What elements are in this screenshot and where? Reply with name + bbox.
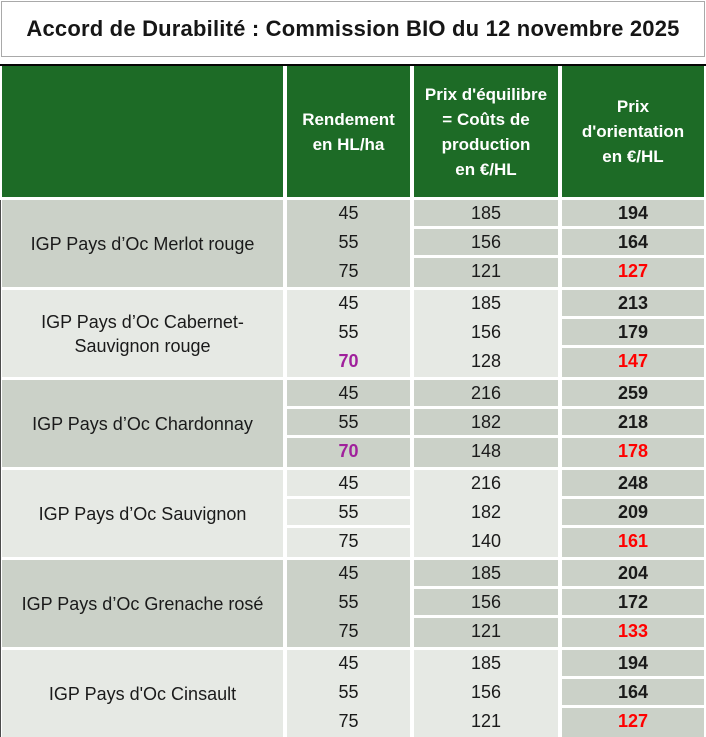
rendement-cell: 55 xyxy=(287,679,410,708)
header-rendement: Rendement en HL/ha xyxy=(287,66,410,197)
table-left-border xyxy=(0,200,1,737)
product-group: IGP Pays d’Oc Chardonnay 45 216 259 55 182 218… xyxy=(2,380,704,467)
rendement-cell: 75 xyxy=(287,708,410,737)
prix-orientation-cell: 161 xyxy=(562,528,704,557)
product-label: IGP Pays d’Oc Merlot rouge xyxy=(2,200,283,287)
product-label: IGP Pays d’Oc Sauvignon xyxy=(2,470,283,557)
rendement-cell: 45 xyxy=(287,470,410,499)
header-prix-orientation: Prix d'orientation en €/HL xyxy=(562,66,704,197)
header-top-rule xyxy=(0,64,706,66)
page-title: Accord de Durabilité : Commission BIO du… xyxy=(1,1,705,57)
prix-orientation-cell: 133 xyxy=(562,618,704,647)
prix-equilibre-cell: 156 xyxy=(414,589,558,618)
prix-equilibre-cell: 182 xyxy=(414,409,558,438)
rendement-cell: 75 xyxy=(287,528,410,557)
prix-orientation-cell: 172 xyxy=(562,589,704,618)
prix-equilibre-cell: 156 xyxy=(414,679,558,708)
table-header-row: Rendement en HL/ha Prix d'équilibre = Co… xyxy=(2,66,704,197)
prix-orientation-cell: 259 xyxy=(562,380,704,409)
rendement-cell: 45 xyxy=(287,560,410,589)
prix-orientation-cell: 147 xyxy=(562,348,704,377)
table-body: IGP Pays d’Oc Merlot rouge 45 185 194 55 156 1… xyxy=(2,200,704,737)
prix-equilibre-cell: 148 xyxy=(414,438,558,467)
prix-equilibre-cell: 185 xyxy=(414,290,558,319)
prix-equilibre-cell: 216 xyxy=(414,380,558,409)
product-label: IGP Pays d’Oc Grenache rosé xyxy=(2,560,283,647)
prix-orientation-cell: 194 xyxy=(562,650,704,679)
prix-equilibre-cell: 121 xyxy=(414,618,558,647)
rendement-cell: 45 xyxy=(287,380,410,409)
prix-orientation-cell: 127 xyxy=(562,708,704,737)
prix-equilibre-cell: 185 xyxy=(414,200,558,229)
rendement-cell: 75 xyxy=(287,258,410,287)
prix-equilibre-cell: 128 xyxy=(414,348,558,377)
rendement-cell: 75 xyxy=(287,618,410,647)
product-label: IGP Pays d'Oc Cinsault xyxy=(2,650,283,737)
prix-orientation-cell: 164 xyxy=(562,229,704,258)
prix-equilibre-cell: 185 xyxy=(414,650,558,679)
prix-equilibre-cell: 140 xyxy=(414,528,558,557)
rendement-cell: 55 xyxy=(287,589,410,618)
prix-orientation-cell: 194 xyxy=(562,200,704,229)
rendement-cell: 55 xyxy=(287,499,410,528)
prix-orientation-cell: 248 xyxy=(562,470,704,499)
prix-equilibre-cell: 121 xyxy=(414,708,558,737)
prix-equilibre-cell: 182 xyxy=(414,499,558,528)
prix-equilibre-cell: 216 xyxy=(414,470,558,499)
rendement-cell: 55 xyxy=(287,409,410,438)
prix-equilibre-cell: 156 xyxy=(414,229,558,258)
prix-orientation-cell: 218 xyxy=(562,409,704,438)
rendement-cell: 70 xyxy=(287,348,410,377)
prix-orientation-cell: 178 xyxy=(562,438,704,467)
header-product xyxy=(2,66,283,197)
prix-equilibre-cell: 121 xyxy=(414,258,558,287)
rendement-cell: 45 xyxy=(287,290,410,319)
product-label: IGP Pays d’Oc Cabernet-Sauvignon rouge xyxy=(2,290,283,377)
prix-equilibre-cell: 185 xyxy=(414,560,558,589)
rendement-cell: 70 xyxy=(287,438,410,467)
prix-orientation-cell: 127 xyxy=(562,258,704,287)
rendement-cell: 55 xyxy=(287,319,410,348)
prix-orientation-cell: 213 xyxy=(562,290,704,319)
prix-orientation-cell: 204 xyxy=(562,560,704,589)
rendement-cell: 45 xyxy=(287,200,410,229)
product-group: IGP Pays d’Oc Cabernet-Sauvignon rouge 45… xyxy=(2,290,704,377)
product-label: IGP Pays d’Oc Chardonnay xyxy=(2,380,283,467)
rendement-cell: 45 xyxy=(287,650,410,679)
prix-orientation-cell: 209 xyxy=(562,499,704,528)
product-group: IGP Pays d’Oc Sauvignon 45 216 248 55 182 209 7… xyxy=(2,470,704,557)
prix-orientation-cell: 179 xyxy=(562,319,704,348)
prix-orientation-cell: 164 xyxy=(562,679,704,708)
prix-equilibre-cell: 156 xyxy=(414,319,558,348)
product-group: IGP Pays d’Oc Merlot rouge 45 185 194 55 156 1… xyxy=(2,200,704,287)
header-prix-equilibre: Prix d'équilibre = Coûts de production e… xyxy=(414,66,558,197)
rendement-cell: 55 xyxy=(287,229,410,258)
product-group: IGP Pays d'Oc Cinsault 45 185 194 55 156 164 75… xyxy=(2,650,704,737)
product-group: IGP Pays d’Oc Grenache rosé 45 185 204 55 156… xyxy=(2,560,704,647)
